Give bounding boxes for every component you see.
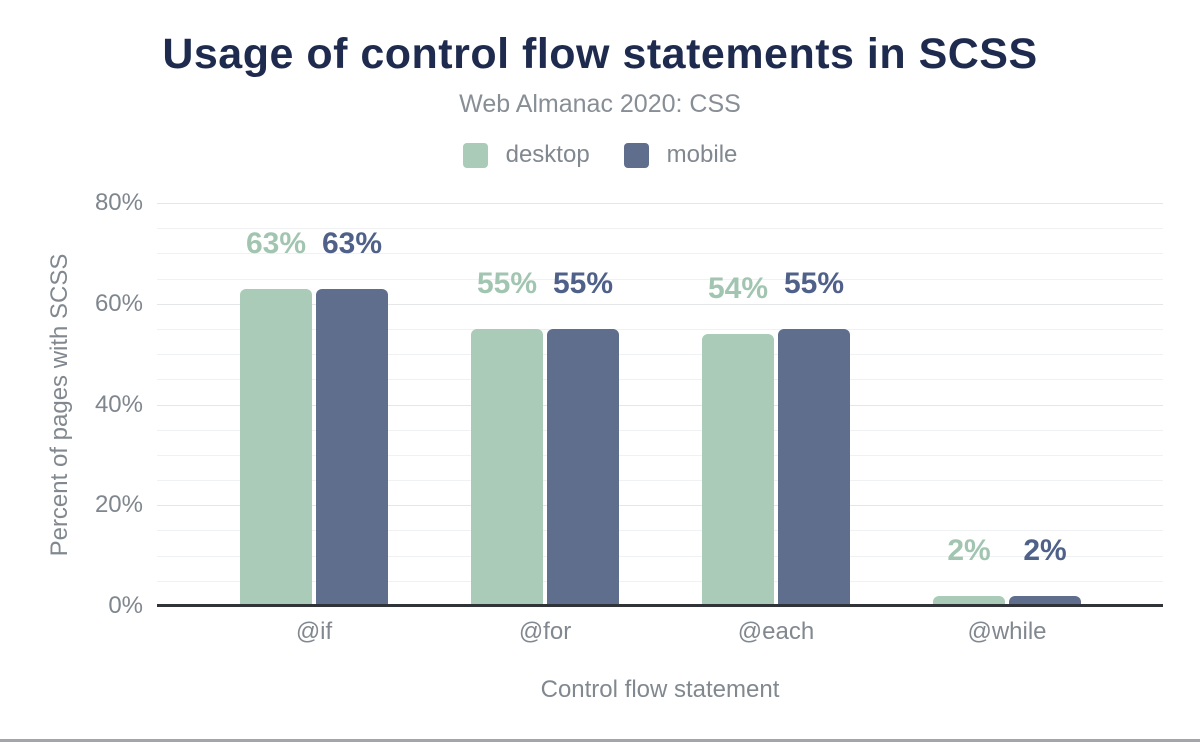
bar-value-label-mobile-each: 55% <box>783 267 845 300</box>
x-tick-label-if: @if <box>295 618 333 645</box>
bar-value-label-desktop-for: 55% <box>476 267 538 300</box>
gridline <box>157 480 1163 481</box>
y-tick-label: 80% <box>94 189 143 216</box>
gridline <box>157 455 1163 456</box>
gridline <box>157 203 1163 204</box>
legend-item-mobile: mobile <box>623 141 738 169</box>
x-tick-label-for: @for <box>518 618 572 645</box>
bar-value-label-mobile-for: 55% <box>552 267 614 300</box>
bar-desktop-while <box>933 596 1005 606</box>
bar-mobile-each <box>778 329 850 606</box>
bar-mobile-for <box>547 329 619 606</box>
legend-item-desktop: desktop <box>462 141 590 169</box>
bar-desktop-each <box>702 334 774 606</box>
gridline <box>157 430 1163 431</box>
legend-swatch-icon <box>462 142 488 168</box>
gridline <box>157 253 1163 254</box>
gridline <box>157 530 1163 531</box>
gridline <box>157 304 1163 305</box>
bar-value-label-mobile-if: 63% <box>321 227 383 260</box>
legend: desktop mobile <box>0 141 1200 169</box>
y-tick-label: 20% <box>94 491 143 518</box>
x-tick-label-each: @each <box>737 618 815 645</box>
gridline <box>157 505 1163 506</box>
chart-title: Usage of control flow statements in SCSS <box>162 30 1038 78</box>
bar-value-label-mobile-while: 2% <box>1023 534 1067 567</box>
chart-subtitle: Web Almanac 2020: CSS <box>459 90 741 118</box>
page-bottom-border <box>0 739 1200 742</box>
gridline <box>157 581 1163 582</box>
bar-mobile-while <box>1009 596 1081 606</box>
gridline <box>157 279 1163 280</box>
legend-label: desktop <box>505 141 590 168</box>
legend-swatch-icon <box>623 142 649 168</box>
plot-area: 63% 63% @if 55% 55% @for 54% 55% @each 2% 2% @while <box>157 0 1163 742</box>
bar-mobile-if <box>316 289 388 606</box>
bar-desktop-for <box>471 329 543 606</box>
gridline <box>157 556 1163 557</box>
x-axis-line <box>157 604 1163 607</box>
x-axis-title: Control flow statement <box>540 676 780 703</box>
gridline <box>157 379 1163 380</box>
gridline <box>157 405 1163 406</box>
gridline <box>157 329 1163 330</box>
gridline <box>157 228 1163 229</box>
y-tick-label: 0% <box>108 592 143 619</box>
legend-label: mobile <box>666 141 738 168</box>
y-tick-label: 40% <box>94 391 143 418</box>
gridline <box>157 354 1163 355</box>
bar-desktop-if <box>240 289 312 606</box>
bar-value-label-desktop-while: 2% <box>947 534 991 567</box>
y-tick-label: 60% <box>94 290 143 317</box>
x-tick-label-while: @while <box>967 618 1047 645</box>
bar-value-label-desktop-if: 63% <box>245 227 307 260</box>
bar-value-label-desktop-each: 54% <box>707 272 769 305</box>
